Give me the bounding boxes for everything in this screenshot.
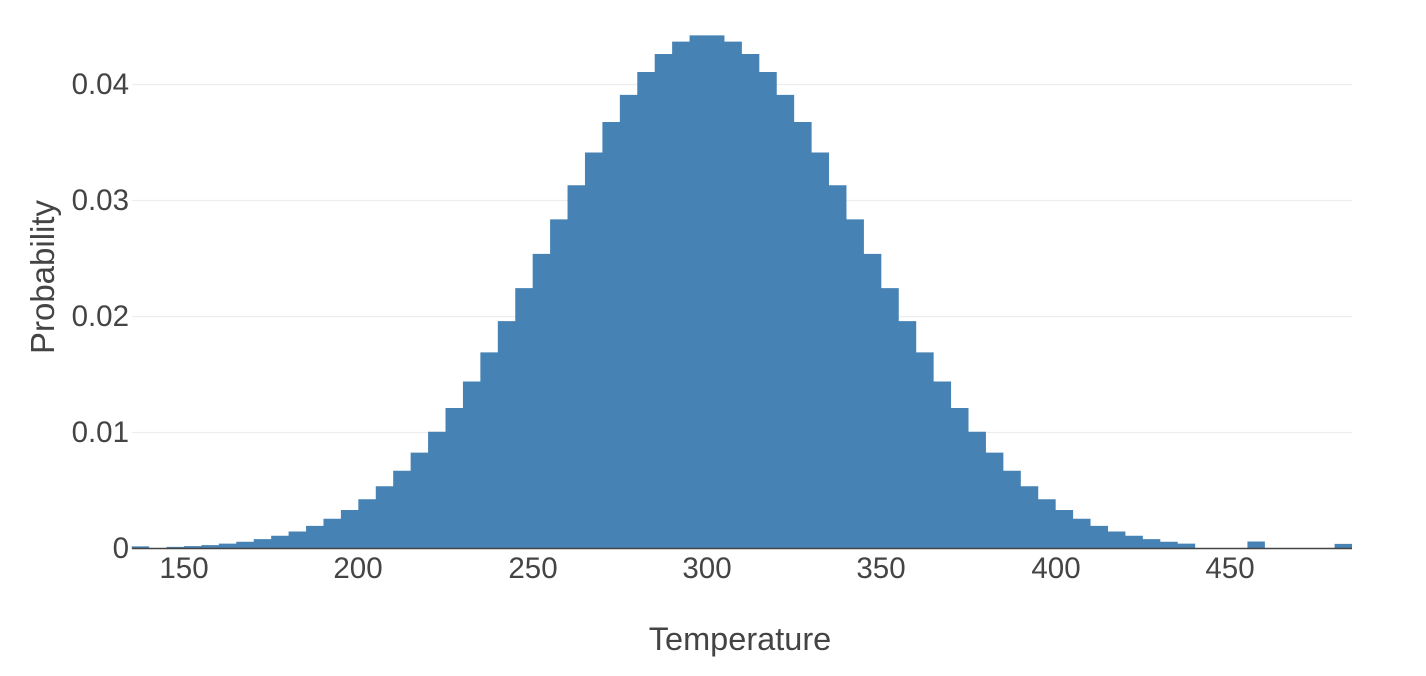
svg-text:Probability: Probability — [24, 199, 61, 354]
svg-text:0.03: 0.03 — [72, 184, 129, 217]
svg-text:350: 350 — [856, 552, 905, 585]
svg-text:400: 400 — [1031, 552, 1080, 585]
svg-text:250: 250 — [508, 552, 557, 585]
svg-text:0.04: 0.04 — [72, 68, 129, 101]
svg-text:0: 0 — [113, 532, 129, 565]
svg-text:0.01: 0.01 — [72, 416, 129, 449]
svg-text:450: 450 — [1205, 552, 1254, 585]
svg-text:150: 150 — [159, 552, 208, 585]
svg-text:Temperature: Temperature — [649, 621, 831, 657]
svg-text:300: 300 — [682, 552, 731, 585]
svg-text:0.02: 0.02 — [72, 300, 129, 333]
svg-text:200: 200 — [333, 552, 382, 585]
